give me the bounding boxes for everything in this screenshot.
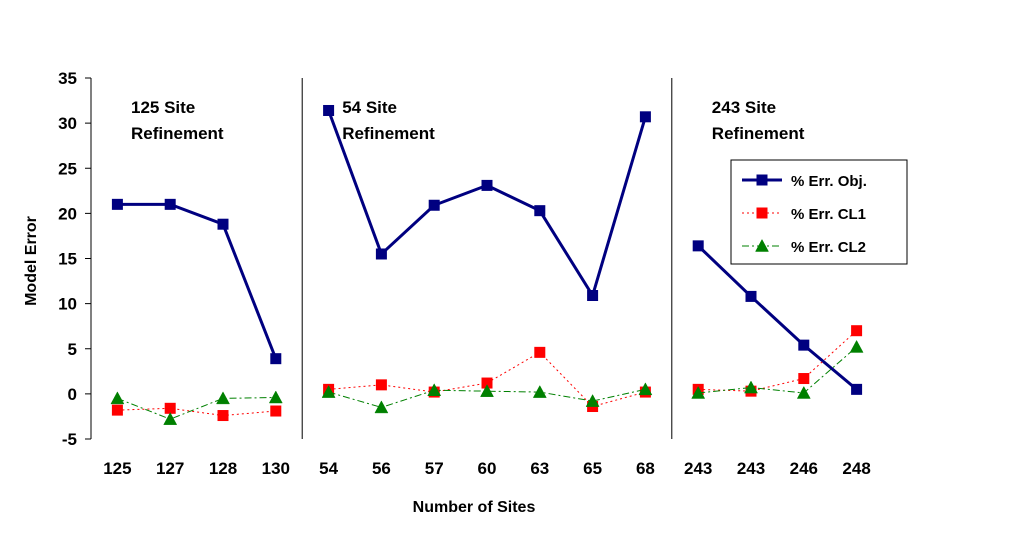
data-point — [745, 290, 757, 302]
series-line — [697, 244, 858, 391]
data-point — [480, 384, 494, 397]
series-3 — [110, 339, 864, 425]
legend-label: % Err. Obj. — [791, 173, 867, 190]
y-tick-label: 30 — [58, 114, 77, 133]
y-axis-title: Model Error — [23, 216, 40, 306]
data-point — [756, 207, 768, 219]
x-tick-label: 127 — [156, 459, 184, 478]
data-point — [375, 379, 387, 391]
x-tick-label: 243 — [684, 459, 712, 478]
data-point — [585, 394, 600, 407]
x-tick-label: 65 — [583, 459, 602, 478]
data-point — [374, 400, 389, 414]
series-line — [117, 407, 276, 417]
data-point — [164, 198, 176, 210]
data-point — [755, 238, 769, 252]
data-point — [268, 390, 283, 404]
data-point — [851, 383, 863, 395]
x-tick-label: 56 — [372, 459, 391, 478]
data-point — [798, 339, 810, 351]
legend-label: % Err. CL1 — [791, 206, 866, 223]
x-tick-label: 246 — [790, 459, 818, 478]
x-tick-label: 57 — [425, 459, 444, 478]
data-point — [798, 373, 810, 385]
region-separators — [301, 78, 673, 439]
data-point — [111, 404, 123, 416]
data-point — [270, 405, 282, 417]
data-point — [692, 240, 704, 252]
series-line — [698, 330, 857, 392]
data-point — [428, 199, 440, 211]
series-line — [698, 346, 857, 394]
series-2 — [111, 325, 863, 422]
data-point — [638, 382, 653, 396]
data-point — [587, 290, 599, 302]
y-tick-label: 0 — [68, 385, 77, 404]
data-point — [110, 391, 125, 405]
data-point — [691, 385, 706, 399]
data-point — [217, 410, 229, 422]
region-label-line1: 125 Site — [131, 98, 195, 117]
legend: % Err. Obj. % Err. CL1 % Err. CL2 — [730, 159, 908, 265]
region-label-line2: Refinement — [712, 124, 805, 143]
data-point — [216, 391, 230, 405]
x-tick-label: 60 — [478, 459, 497, 478]
data-point — [217, 218, 229, 230]
data-point — [849, 339, 864, 353]
x-tick-label: 54 — [319, 459, 338, 478]
data-point — [323, 104, 335, 116]
x-axis-title: Number of Sites — [413, 499, 536, 516]
legend-label: % Err. CL2 — [791, 239, 866, 256]
data-point — [744, 380, 758, 394]
region-label-line1: 54 Site — [342, 98, 397, 117]
series-1 — [111, 104, 863, 395]
region-label-line1: 243 Site — [712, 98, 776, 117]
x-tick-label: 243 — [737, 459, 765, 478]
y-tick-label: 35 — [58, 69, 77, 88]
data-point — [796, 385, 811, 399]
x-tick-label: 128 — [209, 459, 237, 478]
series-group — [110, 104, 864, 425]
data-point — [534, 205, 546, 217]
data-point — [321, 385, 336, 398]
axes — [85, 77, 92, 440]
x-tick-label: 130 — [262, 459, 290, 478]
series-line — [117, 396, 276, 420]
region-labels: 125 Site Refinement 54 Site Refinement 243 S… — [131, 98, 805, 143]
x-tick-label: 125 — [103, 459, 131, 478]
data-point — [111, 198, 123, 210]
x-tick-label: 68 — [636, 459, 655, 478]
y-tick-label: 25 — [58, 159, 77, 178]
data-point — [756, 174, 768, 186]
data-point — [427, 383, 442, 397]
data-point — [534, 346, 546, 358]
data-point — [532, 385, 547, 398]
y-tick-label: 5 — [68, 340, 77, 359]
y-tick-label: 10 — [58, 295, 77, 314]
data-point — [270, 353, 282, 365]
x-tick-label: 248 — [842, 459, 870, 478]
data-point — [481, 179, 493, 191]
tick-labels: -5 0 5 10 15 20 25 30 35 125 127 128 130 54 56 57 60 63 65… — [58, 69, 871, 478]
data-point — [375, 248, 387, 260]
data-point — [163, 412, 178, 425]
y-tick-label: 15 — [58, 250, 77, 269]
data-point — [851, 325, 863, 337]
region-label-line2: Refinement — [131, 124, 224, 143]
region-label-line2: Refinement — [342, 124, 435, 143]
x-tick-label: 63 — [530, 459, 549, 478]
y-tick-label: 20 — [58, 204, 77, 223]
data-point — [639, 111, 651, 123]
y-tick-label: -5 — [62, 430, 77, 449]
data-point — [164, 402, 176, 414]
series-line — [117, 202, 278, 360]
